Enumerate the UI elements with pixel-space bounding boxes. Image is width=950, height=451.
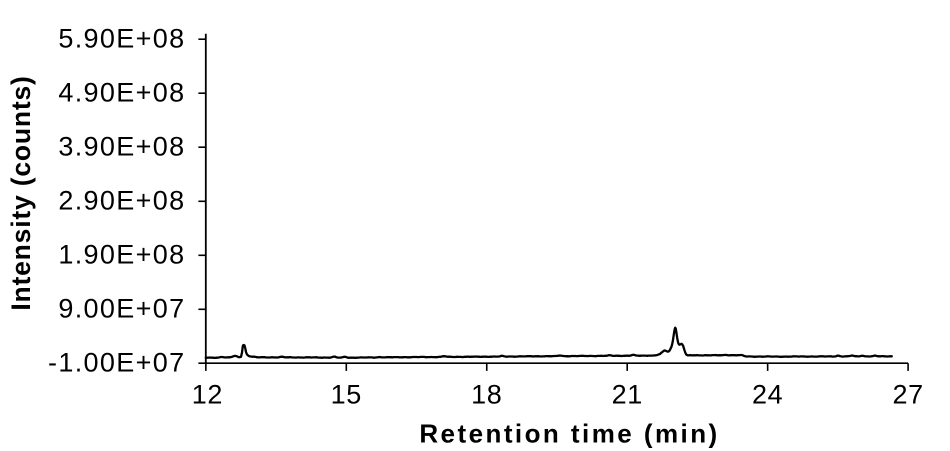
svg-text:12: 12 bbox=[192, 379, 223, 409]
svg-text:Intensity (counts): Intensity (counts) bbox=[6, 75, 36, 310]
svg-text:27: 27 bbox=[892, 379, 923, 409]
svg-text:-1.00E+07: -1.00E+07 bbox=[48, 348, 186, 378]
svg-text:9.00E+07: 9.00E+07 bbox=[58, 294, 185, 324]
svg-text:18: 18 bbox=[471, 379, 502, 409]
svg-text:21: 21 bbox=[612, 379, 643, 409]
svg-text:Retention time (min): Retention time (min) bbox=[419, 419, 719, 449]
svg-text:4.90E+08: 4.90E+08 bbox=[58, 78, 185, 108]
svg-text:24: 24 bbox=[752, 379, 783, 409]
svg-text:3.90E+08: 3.90E+08 bbox=[58, 132, 185, 162]
svg-text:1.90E+08: 1.90E+08 bbox=[58, 240, 185, 270]
svg-text:5.90E+08: 5.90E+08 bbox=[58, 24, 185, 54]
svg-text:15: 15 bbox=[331, 379, 362, 409]
svg-text:2.90E+08: 2.90E+08 bbox=[58, 186, 185, 216]
